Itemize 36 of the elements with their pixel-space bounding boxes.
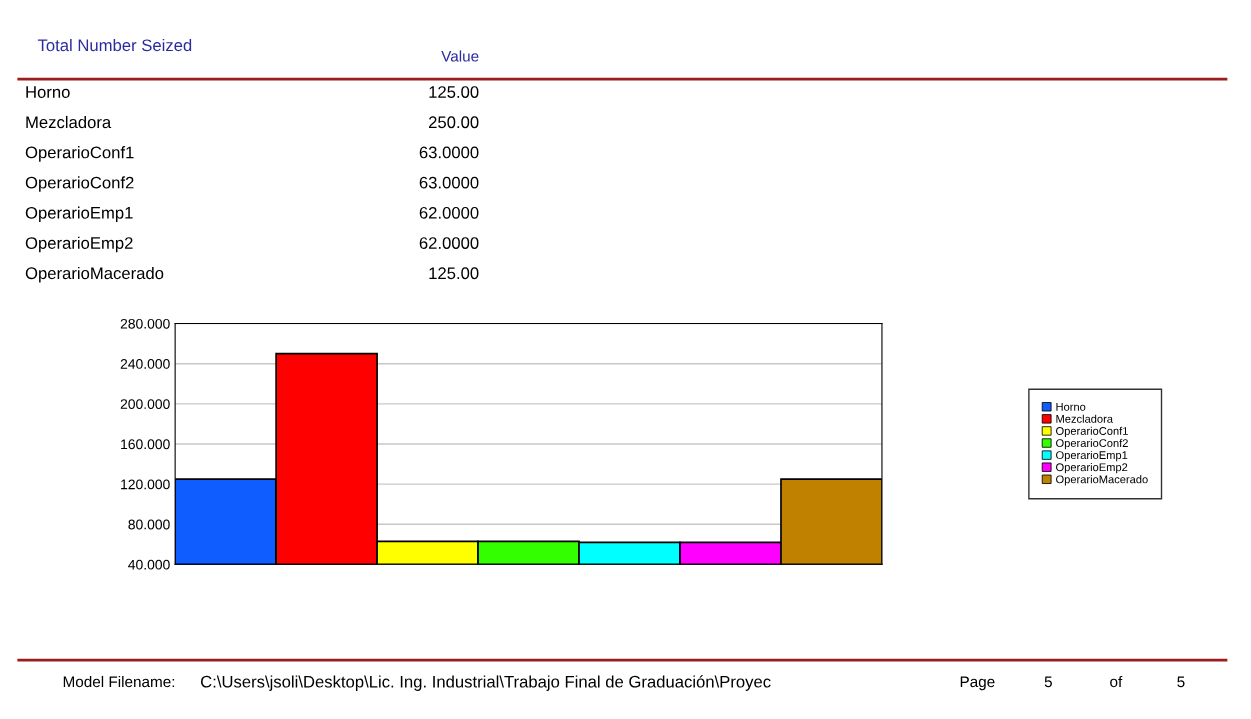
y-tick-label: 40.000	[128, 559, 170, 570]
legend-label: OperarioMacerado	[1056, 475, 1148, 486]
legend-label: OperarioConf2	[1056, 438, 1128, 450]
legend-label: OperarioEmp2	[1056, 463, 1128, 474]
text: 63.0000	[419, 176, 479, 189]
text: 125.00	[429, 86, 479, 98]
y-tick-label: 120.000	[121, 479, 170, 490]
text: Horno	[26, 86, 70, 98]
text: Model Filename:	[63, 675, 175, 688]
legend-label: Mezcladora	[1056, 414, 1113, 423]
text: 250.00	[429, 116, 479, 129]
text: 63.0000	[419, 146, 479, 159]
text: 62.0000	[419, 206, 479, 219]
y-tick-label: 200.000	[120, 399, 170, 410]
text: Page	[960, 676, 995, 691]
chart-title: Total Number Seized	[37, 38, 192, 52]
text: OperarioEmp2	[25, 236, 133, 253]
text: OperarioConf2	[25, 176, 134, 192]
text: OperarioMacerado	[25, 266, 164, 283]
y-tick-label: 160.000	[121, 439, 170, 450]
legend-label: Horno	[1056, 402, 1086, 411]
text: 5	[1044, 676, 1052, 688]
text: OperarioEmp1	[25, 206, 133, 223]
y-tick-label: 80.000	[128, 519, 170, 530]
y-tick-label: 240.000	[120, 359, 170, 369]
legend-label: OperarioConf1	[1056, 426, 1128, 438]
y-tick-label: 280.000	[120, 318, 170, 329]
text: Value	[441, 50, 479, 62]
text: 62.0000	[419, 237, 479, 249]
text: Mezcladora	[26, 115, 112, 129]
text: OperarioConf1	[25, 146, 134, 162]
text: of	[1110, 675, 1123, 688]
legend-label: OperarioEmp1	[1056, 450, 1128, 462]
text: C:\Users\jsoli\Desktop\Lic. Ing. Industrial\Trabajo Final de Graduación\Proyec	[201, 675, 771, 691]
text: 5	[1177, 676, 1185, 688]
text: 125.00	[429, 267, 479, 280]
